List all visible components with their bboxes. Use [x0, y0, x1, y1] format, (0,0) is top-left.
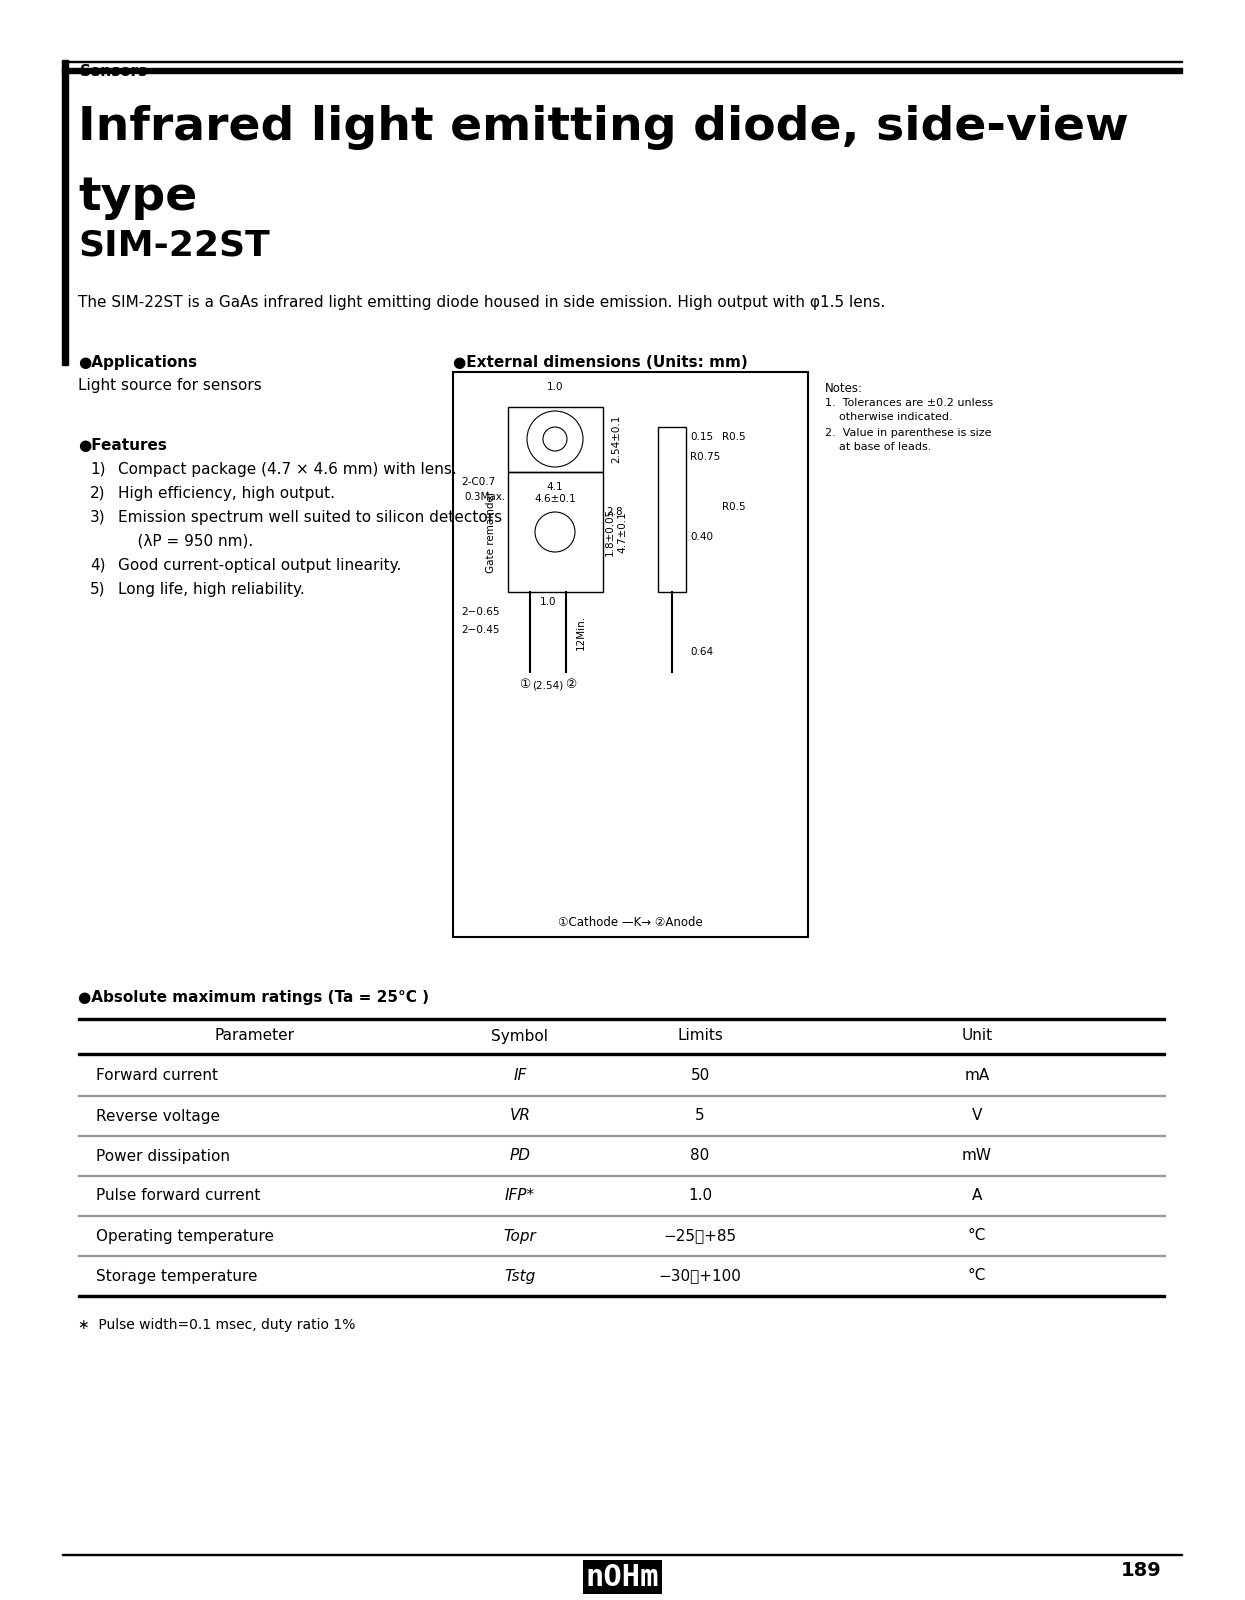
- Text: Long life, high reliability.: Long life, high reliability.: [118, 582, 305, 597]
- Text: 2−0.45: 2−0.45: [461, 626, 499, 635]
- Text: IFP*: IFP*: [505, 1189, 535, 1203]
- Text: Gate remainder: Gate remainder: [486, 491, 496, 573]
- Text: 2-C0.7: 2-C0.7: [461, 477, 496, 486]
- Text: °C: °C: [967, 1229, 986, 1243]
- Text: nOHm: nOHm: [585, 1563, 659, 1592]
- Text: 4.7±0.1: 4.7±0.1: [618, 510, 627, 554]
- Text: ①Cathode —K→ ②Anode: ①Cathode —K→ ②Anode: [558, 915, 702, 928]
- Text: 0.3Max.: 0.3Max.: [464, 493, 505, 502]
- Text: 4): 4): [90, 558, 106, 573]
- Text: 2): 2): [90, 486, 106, 501]
- Text: 3): 3): [90, 510, 106, 525]
- Text: mA: mA: [965, 1069, 990, 1083]
- Bar: [62, 59, 68, 365]
- Text: 5: 5: [695, 1109, 705, 1123]
- Text: 80: 80: [691, 1149, 710, 1163]
- Text: A: A: [972, 1189, 982, 1203]
- Text: 2.8: 2.8: [606, 507, 622, 517]
- Text: 4.1: 4.1: [547, 482, 563, 493]
- Text: Forward current: Forward current: [96, 1069, 218, 1083]
- Text: mW: mW: [962, 1149, 992, 1163]
- Text: 2.54±0.1: 2.54±0.1: [611, 414, 621, 462]
- Text: ①: ①: [519, 678, 530, 691]
- Text: ②: ②: [565, 678, 576, 691]
- Text: 4.6±0.1: 4.6±0.1: [534, 494, 576, 504]
- Bar: [78, 1294, 1165, 1298]
- Text: SIM-22ST: SIM-22ST: [78, 227, 270, 262]
- Text: 0.64: 0.64: [690, 646, 713, 658]
- Text: PD: PD: [509, 1149, 530, 1163]
- Text: 1.8±0.05: 1.8±0.05: [605, 507, 615, 557]
- Text: Symbol: Symbol: [492, 1029, 549, 1043]
- Text: at base of leads.: at base of leads.: [839, 442, 931, 451]
- Text: 12Min.: 12Min.: [576, 614, 586, 650]
- Text: Emission spectrum well suited to silicon detectors: Emission spectrum well suited to silicon…: [118, 510, 502, 525]
- Text: Compact package (4.7 × 4.6 mm) with lens.: Compact package (4.7 × 4.6 mm) with lens…: [118, 462, 457, 477]
- Text: Reverse voltage: Reverse voltage: [96, 1109, 220, 1123]
- Text: IF: IF: [513, 1069, 527, 1083]
- Text: 1.0: 1.0: [688, 1189, 712, 1203]
- Text: Notes:: Notes:: [825, 382, 863, 395]
- Bar: [508, 472, 603, 592]
- Text: 5): 5): [90, 582, 106, 597]
- Text: Good current-optical output linearity.: Good current-optical output linearity.: [118, 558, 401, 573]
- Text: 0.40: 0.40: [690, 531, 713, 542]
- Bar: [508, 406, 603, 472]
- Text: type: type: [78, 174, 197, 219]
- Text: V: V: [972, 1109, 982, 1123]
- Text: 2−0.65: 2−0.65: [461, 606, 499, 618]
- Text: °C: °C: [967, 1269, 986, 1283]
- Text: 1.0: 1.0: [540, 597, 557, 606]
- Text: R0.5: R0.5: [722, 502, 746, 512]
- Bar: [78, 1053, 1165, 1054]
- Text: 0.15: 0.15: [690, 432, 713, 442]
- Bar: [62, 67, 1182, 74]
- Text: Light source for sensors: Light source for sensors: [78, 378, 261, 394]
- Text: ∗  Pulse width=0.1 msec, duty ratio 1%: ∗ Pulse width=0.1 msec, duty ratio 1%: [78, 1318, 355, 1331]
- Text: 1.  Tolerances are ±0.2 unless: 1. Tolerances are ±0.2 unless: [825, 398, 994, 408]
- Text: High efficiency, high output.: High efficiency, high output.: [118, 486, 335, 501]
- Text: Storage temperature: Storage temperature: [96, 1269, 258, 1283]
- Text: Sensors: Sensors: [80, 64, 148, 78]
- Text: (λP = 950 nm).: (λP = 950 nm).: [118, 534, 253, 549]
- Text: Operating temperature: Operating temperature: [96, 1229, 274, 1243]
- Text: ●External dimensions (Units: mm): ●External dimensions (Units: mm): [453, 355, 748, 370]
- Text: Unit: Unit: [961, 1029, 992, 1043]
- Text: −25～+85: −25～+85: [664, 1229, 737, 1243]
- Text: Power dissipation: Power dissipation: [96, 1149, 230, 1163]
- Text: 1): 1): [90, 462, 106, 477]
- Text: −30～+100: −30～+100: [659, 1269, 742, 1283]
- Text: 2.  Value in parenthese is size: 2. Value in parenthese is size: [825, 427, 991, 438]
- Text: 1.0: 1.0: [547, 382, 563, 392]
- Text: ●Absolute maximum ratings (Ta = 25°C ): ●Absolute maximum ratings (Ta = 25°C ): [78, 990, 430, 1005]
- Text: 50: 50: [691, 1069, 710, 1083]
- Text: Topr: Topr: [504, 1229, 537, 1243]
- Text: Parameter: Parameter: [214, 1029, 294, 1043]
- Bar: [453, 371, 808, 938]
- Text: 189: 189: [1122, 1560, 1162, 1579]
- Text: nOHm: nOHm: [585, 1563, 659, 1592]
- Text: Tstg: Tstg: [504, 1269, 535, 1283]
- Bar: [659, 427, 686, 592]
- Text: Pulse forward current: Pulse forward current: [96, 1189, 260, 1203]
- Text: ●Applications: ●Applications: [78, 355, 197, 370]
- Bar: [78, 1018, 1165, 1021]
- Text: Limits: Limits: [677, 1029, 723, 1043]
- Text: Infrared light emitting diode, side-view: Infrared light emitting diode, side-view: [78, 106, 1129, 150]
- Text: R0.5: R0.5: [722, 432, 746, 442]
- Text: otherwise indicated.: otherwise indicated.: [839, 411, 952, 422]
- Text: R0.75: R0.75: [690, 451, 721, 462]
- Text: The SIM-22ST is a GaAs infrared light emitting diode housed in side emission. Hi: The SIM-22ST is a GaAs infrared light em…: [78, 294, 885, 310]
- Text: (2.54): (2.54): [533, 680, 564, 690]
- Text: VR: VR: [509, 1109, 530, 1123]
- Text: ●Features: ●Features: [78, 438, 167, 453]
